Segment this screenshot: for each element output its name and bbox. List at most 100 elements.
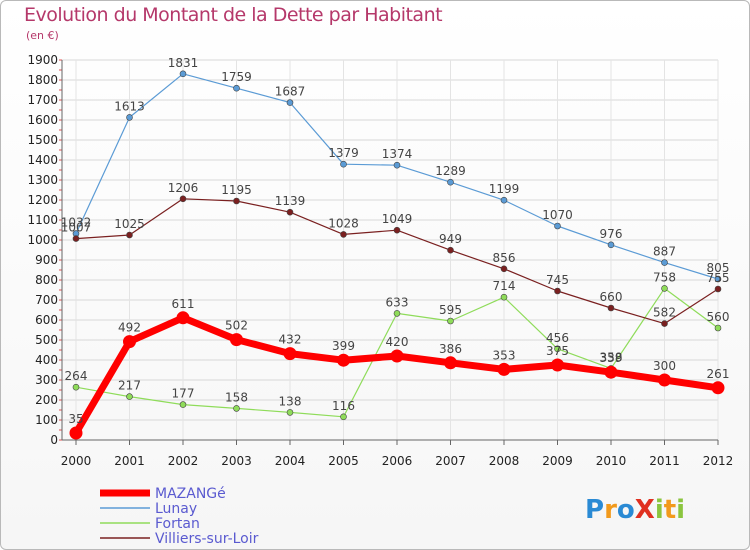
data-point [714, 275, 722, 283]
data-point [661, 320, 668, 327]
logo-letter: i [676, 495, 685, 525]
data-point [551, 358, 564, 372]
data-point [711, 381, 725, 395]
x-tick-label: 2007 [435, 454, 466, 468]
data-label: 116 [332, 399, 355, 413]
data-point [500, 293, 508, 301]
data-label: 1831 [168, 56, 199, 70]
data-point [179, 70, 187, 78]
data-label: 138 [279, 394, 302, 408]
logo-letter: X [635, 495, 655, 525]
y-tick-label: 1000 [27, 233, 58, 247]
y-tick-label: 400 [35, 353, 58, 367]
y-tick-label: 0 [50, 433, 58, 447]
data-label: 1613 [114, 99, 145, 113]
legend-label: Fortan [155, 516, 200, 532]
data-point [340, 231, 347, 238]
data-label: 1206 [168, 181, 199, 195]
x-tick-label: 2009 [542, 454, 573, 468]
data-label: 1007 [61, 221, 92, 235]
data-label: 158 [225, 390, 248, 404]
y-tick-label: 1900 [27, 53, 58, 67]
data-point [390, 349, 404, 363]
data-point [283, 347, 297, 361]
x-tick-label: 2004 [275, 454, 306, 468]
x-tick-label: 2011 [649, 454, 680, 468]
data-point [126, 231, 133, 239]
y-tick-label: 100 [35, 413, 58, 427]
x-tick-label: 2005 [328, 454, 359, 468]
data-point [340, 413, 347, 421]
data-label: 399 [332, 339, 355, 353]
x-tick-label: 2002 [168, 454, 199, 468]
data-label: 611 [172, 297, 195, 311]
data-label: 1025 [114, 217, 145, 231]
data-label: 976 [600, 227, 623, 241]
data-point [230, 333, 243, 347]
data-label: 217 [118, 379, 141, 393]
x-tick-label: 2003 [221, 454, 252, 468]
logo-letter: o [617, 495, 635, 525]
data-point [179, 195, 187, 203]
y-tick-label: 900 [35, 253, 58, 267]
data-point [447, 178, 454, 186]
y-tick-label: 1500 [27, 133, 58, 147]
data-label: 856 [493, 251, 516, 265]
series-lines [69, 70, 725, 440]
data-point [607, 241, 615, 249]
y-tick-label: 700 [35, 293, 58, 307]
data-point [179, 401, 187, 408]
data-point [393, 161, 401, 169]
data-label: 758 [653, 270, 676, 284]
data-point [447, 246, 454, 254]
data-point [500, 196, 508, 204]
y-tick-label: 1800 [27, 73, 58, 87]
data-label: 949 [439, 232, 462, 246]
y-tick-label: 600 [35, 313, 58, 327]
y-tick-label: 200 [35, 393, 58, 407]
data-point [658, 373, 671, 387]
data-point [554, 222, 561, 230]
x-tick-label: 2006 [382, 454, 413, 468]
data-label: 264 [65, 369, 88, 383]
y-tick-label: 800 [35, 273, 58, 287]
data-label: 177 [172, 387, 195, 401]
data-point [714, 285, 722, 293]
data-point [233, 197, 240, 205]
data-label: 1289 [435, 164, 466, 178]
data-label: 1070 [542, 208, 573, 222]
data-point [661, 259, 668, 266]
data-label: 1687 [275, 85, 306, 99]
axes: 0 100 200 300 400 500 600 700 800 900 1000 1100 1200… [27, 53, 733, 468]
data-label: 633 [386, 295, 409, 309]
logo-letter: i [655, 495, 664, 525]
grid-lines [62, 59, 719, 441]
y-tick-label: 1300 [27, 173, 58, 187]
data-point [604, 365, 618, 379]
chart-subtitle: (en €) [26, 29, 59, 42]
data-label: 353 [493, 348, 516, 362]
legend-label: Villiers-sur-Loir [155, 531, 259, 547]
data-label: 35 [68, 412, 83, 426]
data-label: 745 [546, 273, 569, 287]
data-label: 1374 [382, 147, 413, 161]
data-point [500, 265, 508, 273]
x-tick-label: 2000 [61, 454, 92, 468]
logo-letter: t [664, 495, 676, 525]
x-tick-label: 2010 [596, 454, 627, 468]
data-label: 261 [707, 367, 730, 381]
x-tick-label: 2008 [489, 454, 520, 468]
data-point [661, 285, 668, 292]
data-label: 456 [546, 331, 569, 345]
data-point [286, 99, 294, 106]
data-point [126, 393, 133, 400]
x-tick-label: 2012 [703, 454, 734, 468]
data-label: 1028 [328, 216, 359, 230]
x-tick-label: 2001 [114, 454, 145, 468]
data-point [554, 287, 561, 295]
data-point [72, 235, 80, 242]
data-label: 755 [707, 271, 730, 285]
chart-title: Evolution du Montant de la Dette par Hab… [24, 4, 443, 26]
data-label: 375 [546, 344, 569, 358]
